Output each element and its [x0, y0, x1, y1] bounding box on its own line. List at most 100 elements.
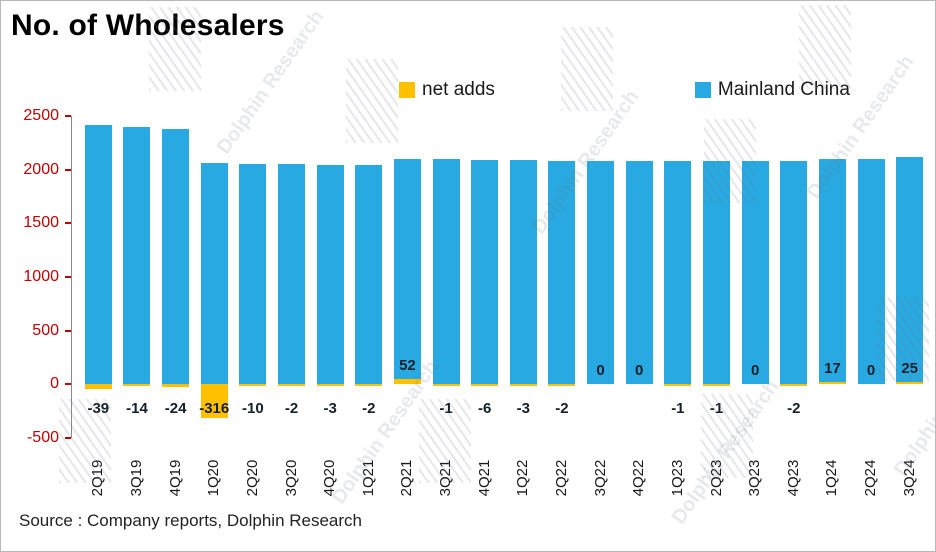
x-axis-label: 1Q23: [668, 459, 686, 497]
net-adds-value-label: -14: [126, 400, 148, 418]
net-adds-value-label: 0: [866, 362, 876, 380]
y-axis-label: 2000: [23, 160, 59, 178]
net-adds-value-label: 25: [901, 359, 919, 377]
legend-item-net-adds: net adds: [399, 79, 495, 101]
bar-mainland-china: [741, 160, 769, 385]
x-axis-label: 2Q19: [89, 459, 107, 497]
bar-mainland-china: [548, 160, 576, 385]
bar-mainland-china: [780, 161, 808, 385]
net-adds-value-label: -10: [242, 400, 264, 418]
chart-legend: net adds Mainland China: [399, 79, 850, 101]
y-axis-line: [71, 116, 72, 438]
x-axis-label: 4Q21: [475, 459, 493, 497]
bar-net-adds: [239, 384, 267, 387]
bar-net-adds: [780, 384, 808, 387]
x-axis-label: 3Q22: [591, 459, 609, 497]
bar-net-adds: [200, 384, 228, 419]
chart-title: No. of Wholesalers: [11, 9, 285, 42]
net-adds-value-label: 0: [635, 362, 644, 380]
net-adds-value-label: 52: [399, 356, 416, 374]
net-adds-value-label: -1: [439, 400, 453, 418]
y-axis-label: 2500: [23, 107, 59, 124]
bar-net-adds: [703, 384, 730, 387]
y-axis-label: 1000: [23, 268, 59, 285]
y-axis-label: 1500: [23, 214, 59, 232]
y-axis-tick: [65, 383, 71, 386]
bar-net-adds: [278, 384, 305, 387]
net-adds-value-label: -2: [555, 400, 569, 418]
bar-mainland-china: [162, 129, 190, 385]
net-adds-value-label: -2: [284, 400, 299, 418]
y-axis-tick: [65, 437, 71, 439]
bar-net-adds: [432, 384, 460, 387]
bar-net-adds: [84, 384, 112, 389]
x-axis-label: 2Q23: [707, 459, 725, 497]
bar-net-adds: [162, 384, 190, 387]
x-axis-label: 3Q24: [900, 459, 918, 497]
y-axis-tick: [65, 115, 71, 117]
bar-mainland-china: [703, 160, 730, 385]
x-axis-label: 2Q21: [398, 459, 416, 497]
x-axis-label: 3Q21: [437, 459, 455, 497]
bar-net-adds: [393, 378, 421, 385]
legend-item-mainland-china: Mainland China: [694, 79, 850, 101]
bar-mainland-china: [84, 125, 112, 385]
y-axis-tick: [65, 329, 71, 332]
bar-mainland-china: [818, 159, 846, 385]
bar-net-adds: [548, 384, 576, 387]
x-axis-label: 3Q19: [127, 459, 145, 497]
legend-swatch-net-adds: [399, 82, 415, 98]
net-adds-value-label: -2: [362, 400, 376, 418]
net-adds-value-label: -3: [516, 400, 530, 418]
bar-mainland-china: [200, 163, 228, 385]
x-axis-label: 4Q22: [630, 459, 648, 497]
bar-mainland-china: [355, 164, 383, 385]
bar-net-adds: [355, 384, 383, 387]
x-axis-label: 1Q21: [359, 459, 377, 497]
legend-swatch-mainland-china: [694, 82, 711, 98]
bar-net-adds: [471, 384, 499, 387]
bar-mainland-china: [471, 160, 499, 385]
y-axis-label: 500: [32, 321, 59, 339]
legend-label-mainland-china: Mainland China: [717, 79, 850, 100]
net-adds-value-label: -1: [671, 400, 685, 418]
bar-mainland-china: [316, 164, 344, 385]
net-adds-value-label: -316: [199, 400, 230, 418]
bar-mainland-china: [664, 160, 692, 385]
bar-net-adds: [664, 384, 692, 387]
bar-mainland-china: [625, 160, 653, 385]
y-axis-label: 0: [50, 375, 59, 393]
net-adds-value-label: -6: [478, 400, 492, 418]
bar-net-adds: [123, 384, 151, 387]
x-axis-label: 4Q20: [321, 459, 339, 497]
x-axis-label: 1Q22: [514, 459, 532, 497]
source-note: Source : Company reports, Dolphin Resear…: [19, 511, 362, 530]
bar-net-adds: [316, 384, 344, 387]
x-axis-label: 2Q20: [243, 459, 261, 497]
x-axis-label: 4Q19: [166, 459, 184, 497]
x-axis-label: 1Q24: [823, 459, 841, 497]
bar-mainland-china: [587, 160, 615, 385]
net-adds-value-label: 17: [824, 360, 841, 378]
net-adds-value-label: -3: [323, 400, 337, 418]
net-adds-value-label: -39: [87, 400, 110, 418]
net-adds-value-label: -24: [164, 400, 187, 418]
net-adds-value-label: 0: [596, 362, 605, 380]
y-axis-tick: [65, 276, 71, 278]
y-axis-label: -500: [26, 429, 59, 446]
y-axis-tick: [65, 222, 71, 225]
bar-net-adds: [509, 384, 537, 387]
bar-mainland-china: [509, 160, 537, 385]
bar-mainland-china: [239, 164, 267, 385]
x-axis-label: 2Q22: [552, 459, 570, 497]
net-adds-value-label: 0: [750, 362, 760, 380]
bar-mainland-china: [393, 159, 421, 385]
bar-mainland-china: [857, 159, 885, 385]
net-adds-value-label: -1: [709, 400, 724, 418]
net-adds-value-label: -2: [787, 400, 801, 418]
y-axis-tick: [65, 168, 71, 171]
x-axis-label: 4Q23: [784, 459, 802, 497]
bar-net-adds: [818, 382, 846, 385]
